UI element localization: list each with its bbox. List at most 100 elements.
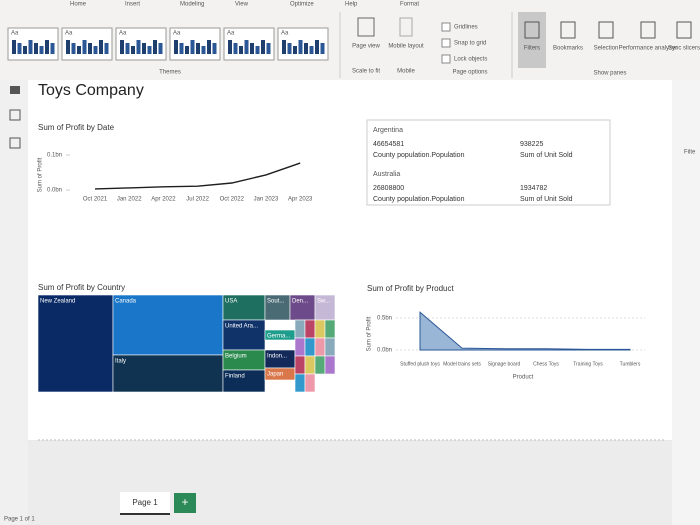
- model-view[interactable]: [9, 137, 21, 149]
- swatch-bar: [17, 43, 22, 54]
- chart-title: Sum of Profit by Date: [38, 123, 115, 132]
- group-label: Themes: [159, 70, 181, 76]
- theme[interactable]: [223, 27, 275, 61]
- swatch-bar: [125, 43, 130, 54]
- swatch-bar: [287, 43, 292, 54]
- swatch-bar: [201, 46, 206, 54]
- swatch-bar: [136, 40, 141, 54]
- pane-icon[interactable]: [676, 21, 692, 39]
- cell: 938225: [520, 141, 543, 148]
- pane-button[interactable]: Filters: [524, 46, 540, 52]
- swatch-bar: [82, 40, 87, 54]
- tile: [37, 294, 114, 393]
- theme[interactable]: [115, 27, 167, 61]
- ribbon-tab[interactable]: Home: [70, 2, 87, 8]
- tile: [314, 319, 326, 339]
- checkbox[interactable]: [441, 54, 451, 64]
- pane-icon[interactable]: [640, 21, 656, 39]
- checkbox[interactable]: [441, 22, 451, 32]
- button[interactable]: Mobile layout: [388, 44, 424, 50]
- page-tab[interactable]: [120, 492, 170, 514]
- tile-label: Indon...: [267, 354, 287, 360]
- tile: [112, 354, 224, 393]
- swatch-bar: [28, 40, 33, 54]
- ribbon-tab[interactable]: Format: [400, 2, 419, 8]
- tile-label: Den...: [292, 299, 308, 305]
- pane-icon[interactable]: [560, 21, 576, 39]
- pane-icon[interactable]: [524, 21, 540, 39]
- tile: [264, 294, 291, 321]
- tile: [324, 355, 336, 375]
- ribbon-tab[interactable]: Help: [345, 2, 358, 8]
- tile: [294, 319, 306, 339]
- theme-swatch: Aa: [119, 31, 127, 37]
- swatch-bar: [293, 46, 297, 54]
- swatch-bar: [207, 40, 211, 54]
- tile: [304, 373, 316, 393]
- tile: [294, 337, 306, 357]
- filters-pane: [672, 80, 700, 525]
- tile-label: Japan: [267, 372, 283, 378]
- theme[interactable]: [7, 27, 59, 61]
- add-page[interactable]: [174, 493, 196, 513]
- swatch-bar: [266, 43, 271, 54]
- swatch-bar: [255, 46, 260, 54]
- tile: [222, 319, 266, 351]
- x-tick-label: Chess Toys: [533, 361, 559, 367]
- status: Page 1 of 1: [4, 517, 35, 523]
- x-tick-label: Apr 2022: [151, 197, 176, 203]
- checkbox[interactable]: [441, 38, 451, 48]
- tile: [324, 319, 336, 339]
- group-label: Show panes: [593, 71, 626, 77]
- ribbon-tab[interactable]: Modeling: [180, 2, 204, 8]
- theme[interactable]: [277, 27, 329, 61]
- y-tick-label: 0.0bn: [47, 188, 62, 194]
- swatch-bar: [50, 43, 55, 54]
- swatch-bar: [93, 46, 98, 54]
- swatch-bar: [261, 40, 265, 54]
- tile-label: Canada: [115, 299, 137, 305]
- swatch-bar: [179, 43, 184, 54]
- swatch-bar: [320, 43, 325, 54]
- swatch-bar: [190, 40, 195, 54]
- swatch-bar: [212, 43, 217, 54]
- x-tick-label: Oct 2022: [220, 197, 245, 203]
- button[interactable]: Page view: [352, 44, 380, 50]
- line: [94, 162, 301, 190]
- cell: 26808800: [373, 185, 404, 192]
- report-view[interactable]: [10, 86, 20, 94]
- swatch-bar: [39, 46, 44, 54]
- pane-label: Filte: [684, 150, 696, 156]
- swatch-bar: [131, 46, 135, 54]
- ribbon-tab[interactable]: Insert: [125, 2, 140, 8]
- swatch-bar: [250, 43, 254, 54]
- chart-title: Sum of Profit by Country: [38, 283, 125, 292]
- pane-button[interactable]: Sync slicers: [668, 46, 700, 52]
- pane-button[interactable]: Selection: [594, 46, 619, 52]
- tile-label: Sout...: [267, 299, 285, 305]
- cell: Australia: [373, 171, 400, 178]
- ribbon-tab[interactable]: View: [235, 2, 249, 8]
- tile: [324, 337, 336, 357]
- axis-title: Sum of Profit: [367, 316, 373, 351]
- swatch-bar: [298, 40, 303, 54]
- x-tick-label: Tumblers: [620, 361, 641, 367]
- cell: Sum of Unit Sold: [520, 152, 573, 159]
- theme[interactable]: [61, 27, 113, 61]
- pane-button[interactable]: Performance analyzer: [619, 46, 678, 52]
- table: [366, 119, 611, 206]
- x-tick-label: Jul 2022: [186, 197, 209, 203]
- theme-swatch: Aa: [65, 31, 73, 37]
- pane-button[interactable]: Bookmarks: [553, 46, 583, 52]
- swatch-bar: [66, 40, 70, 54]
- ribbon-tab[interactable]: Optimize: [290, 2, 314, 8]
- y-tick-label: 0.0bn: [377, 348, 392, 354]
- swatch-bar: [147, 46, 152, 54]
- tile: [289, 294, 316, 321]
- swatch-bar: [12, 40, 16, 54]
- tile: [314, 355, 326, 375]
- tile: [304, 337, 316, 357]
- pane-icon[interactable]: [598, 21, 614, 39]
- theme[interactable]: [169, 27, 221, 61]
- table-view[interactable]: [9, 109, 21, 121]
